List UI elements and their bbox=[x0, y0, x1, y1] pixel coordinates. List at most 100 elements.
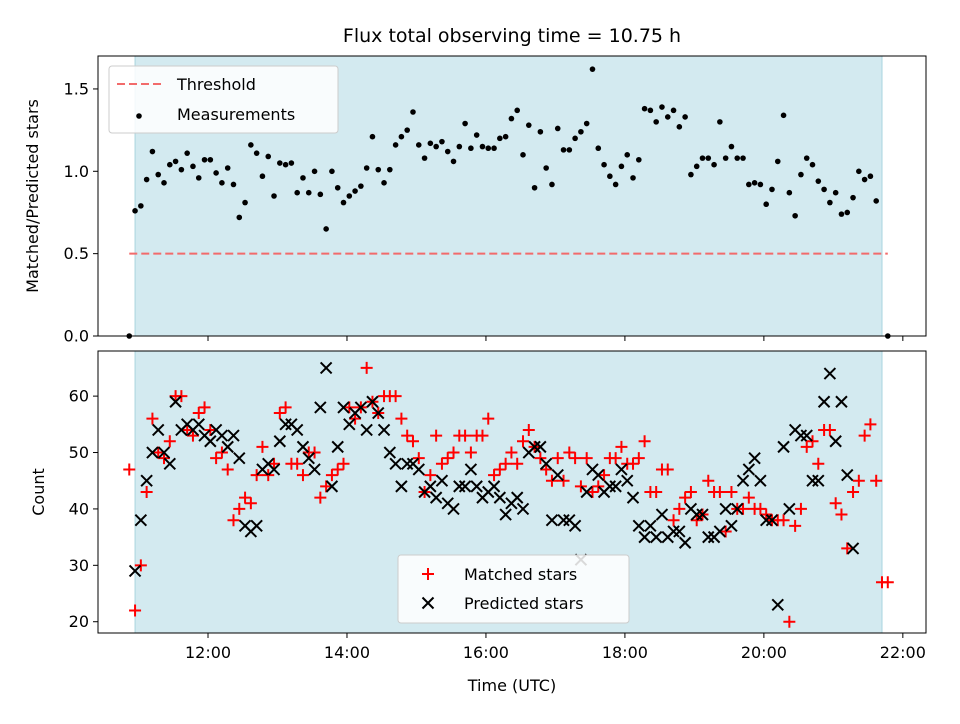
measurements-series bbox=[126, 66, 891, 339]
measurement-point bbox=[722, 155, 729, 161]
measurement-point bbox=[873, 198, 880, 204]
matched-star-point bbox=[517, 435, 530, 448]
measurement-point bbox=[491, 145, 497, 152]
matched-star-point bbox=[615, 440, 628, 453]
matched-star-point bbox=[650, 486, 663, 498]
predicted-star-point bbox=[140, 474, 153, 487]
predicted-star-point bbox=[325, 480, 339, 493]
measurement-point bbox=[288, 160, 295, 166]
matched-star-point bbox=[638, 435, 651, 448]
measurement-point bbox=[363, 165, 370, 171]
predicted-star-point bbox=[470, 480, 483, 493]
measurement-point bbox=[508, 115, 515, 122]
measurement-point bbox=[740, 155, 746, 161]
predicted-star-point bbox=[638, 530, 651, 544]
predicted-star-point bbox=[354, 401, 368, 414]
y-tick-label-bottom: 50 bbox=[69, 443, 89, 462]
matched-star-point bbox=[598, 469, 611, 482]
predicted-star-point bbox=[308, 463, 321, 476]
matched-star-point bbox=[858, 429, 871, 442]
matched-star-point bbox=[800, 440, 813, 453]
measurement-point bbox=[369, 133, 376, 140]
measurement-point bbox=[248, 142, 254, 148]
measurement-point bbox=[473, 132, 480, 138]
predicted-star-point bbox=[233, 451, 246, 465]
measurement-point bbox=[537, 128, 544, 135]
measurement-point bbox=[323, 226, 329, 232]
predicted-star-point bbox=[719, 502, 732, 516]
measurement-point bbox=[190, 163, 196, 170]
predicted-stars-series bbox=[128, 361, 860, 612]
predicted-star-point bbox=[534, 440, 547, 454]
measurement-point bbox=[693, 163, 700, 170]
matched-star-point bbox=[129, 604, 142, 617]
predicted-star-point bbox=[841, 468, 854, 482]
matched-star-point bbox=[794, 502, 807, 515]
measurement-point bbox=[705, 155, 712, 161]
measurement-point bbox=[352, 188, 358, 194]
predicted-star-point bbox=[794, 429, 808, 442]
matched-star-point bbox=[221, 463, 234, 476]
measurement-point bbox=[219, 180, 225, 186]
measurement-point bbox=[381, 180, 387, 186]
predicted-star-point bbox=[458, 480, 472, 493]
matched-star-point bbox=[488, 469, 501, 482]
predicted-star-point bbox=[545, 513, 559, 527]
matched-star-point bbox=[864, 418, 877, 431]
predicted-star-point bbox=[713, 525, 727, 538]
measurement-point bbox=[485, 145, 492, 152]
matched-star-point bbox=[580, 452, 593, 465]
matched-star-point bbox=[551, 452, 564, 465]
measurement-point bbox=[439, 138, 445, 145]
x-tick-label: 16:00 bbox=[463, 643, 509, 662]
predicted-star-point bbox=[759, 513, 773, 527]
measurement-point bbox=[143, 176, 150, 183]
measurement-point bbox=[358, 183, 364, 189]
predicted-star-point bbox=[580, 485, 593, 499]
predicted-star-point bbox=[400, 457, 414, 471]
measurement-point bbox=[392, 142, 399, 148]
y-tick-label-bottom: 60 bbox=[69, 387, 89, 406]
measurement-point bbox=[161, 180, 167, 186]
matched-star-point bbox=[210, 452, 223, 465]
legend-predicted-label: Predicted stars bbox=[464, 594, 584, 613]
measurement-point bbox=[676, 124, 683, 130]
matched-star-point bbox=[534, 452, 547, 465]
predicted-star-point bbox=[690, 508, 703, 521]
matched-star-point bbox=[296, 469, 309, 482]
predicted-star-point bbox=[835, 395, 848, 408]
measurement-point bbox=[763, 201, 769, 208]
measurement-point bbox=[850, 194, 856, 201]
matched-star-point bbox=[592, 480, 605, 493]
measurement-point bbox=[746, 181, 752, 188]
matched-star-point bbox=[204, 423, 217, 436]
matched-star-point bbox=[291, 457, 304, 470]
predicted-star-point bbox=[372, 406, 385, 420]
matched-star-point bbox=[627, 457, 640, 470]
axes-frame-top bbox=[97, 55, 927, 337]
predicted-star-point bbox=[331, 440, 344, 454]
predicted-star-point bbox=[499, 508, 512, 521]
measurement-point bbox=[572, 135, 578, 142]
predicted-star-point bbox=[493, 491, 507, 504]
matched-star-point bbox=[268, 457, 281, 470]
measurement-point bbox=[514, 107, 521, 114]
matched-star-point bbox=[360, 361, 373, 374]
measurement-point bbox=[566, 147, 573, 153]
matched-star-point bbox=[262, 469, 275, 482]
predicted-star-point bbox=[800, 429, 813, 442]
y-tick-label-bottom: 20 bbox=[69, 612, 89, 631]
measurement-point bbox=[595, 145, 602, 152]
measurement-point bbox=[253, 150, 260, 156]
predicted-star-point bbox=[343, 418, 356, 431]
predicted-star-point bbox=[696, 508, 709, 521]
measurement-point bbox=[618, 163, 625, 170]
measurement-point bbox=[230, 181, 237, 188]
legend-matched-swatch bbox=[422, 568, 434, 580]
matched-star-point bbox=[870, 474, 883, 487]
predicted-star-point bbox=[296, 440, 310, 454]
measurement-point bbox=[757, 181, 764, 188]
matched-star-point bbox=[163, 435, 176, 448]
matched-star-point bbox=[123, 463, 136, 476]
matched-star-point bbox=[308, 446, 321, 459]
